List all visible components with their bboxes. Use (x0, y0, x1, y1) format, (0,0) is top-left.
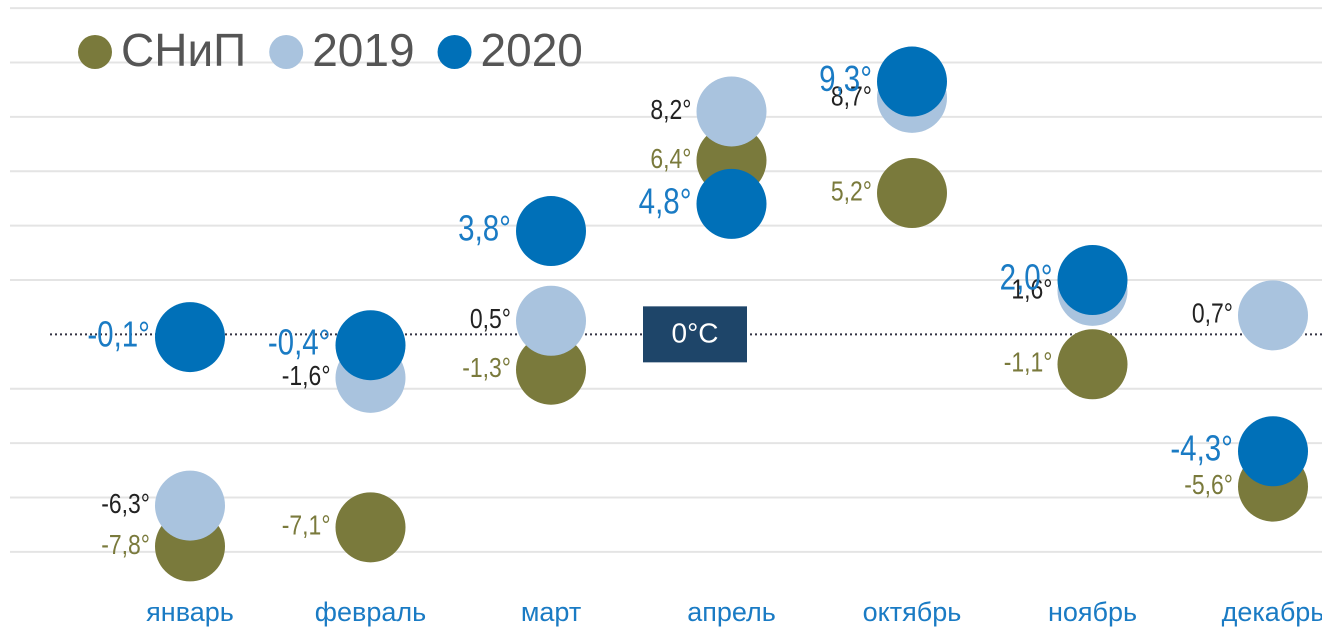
x-tick-label: ноябрь (1048, 597, 1137, 627)
x-tick-label: март (521, 597, 581, 627)
x-tick-label: февраль (315, 597, 426, 627)
value-label: -4,3° (1170, 428, 1233, 468)
dot (155, 302, 225, 373)
value-label: 1,6° (1011, 274, 1052, 305)
value-label: -7,8° (101, 530, 150, 561)
x-tick-label: январь (146, 597, 234, 627)
value-label: 8,7° (831, 81, 872, 112)
zero-label: 0°C (672, 318, 719, 349)
dot (1238, 416, 1308, 487)
dot (696, 168, 767, 239)
value-label: 2,0° (1000, 257, 1053, 297)
dot (516, 196, 586, 267)
value-label: -0,4° (268, 322, 331, 362)
dot (516, 285, 586, 356)
dot (877, 158, 947, 228)
dot (1238, 280, 1308, 351)
value-label: -7,1° (282, 511, 331, 542)
x-tick-label: апрель (687, 597, 776, 627)
value-label: 0,5° (470, 304, 511, 335)
x-tick-label: декабрь (1222, 597, 1322, 627)
value-label: -0,1° (87, 314, 150, 354)
value-label: 5,2° (831, 176, 872, 207)
value-label: 6,4° (650, 144, 691, 175)
value-label: 8,2° (650, 95, 691, 126)
value-label: 0,7° (1192, 299, 1233, 330)
value-label: 4,8° (639, 181, 692, 221)
legend-marker (78, 35, 112, 69)
value-label: -1,6° (282, 361, 331, 392)
value-label: 9,3° (819, 58, 872, 98)
legend-label: СНиП (121, 24, 246, 76)
dot (877, 46, 947, 117)
value-label: 3,8° (458, 208, 511, 248)
zero-label-box (643, 306, 747, 363)
dot (155, 470, 225, 541)
legend-marker (269, 35, 304, 69)
dot (696, 76, 767, 147)
legend-label: 2019 (312, 24, 414, 76)
value-label: -5,6° (1184, 470, 1233, 501)
x-tick-label: октябрь (863, 597, 962, 627)
dot (1057, 244, 1128, 315)
dot (1057, 329, 1128, 400)
dot (335, 310, 406, 381)
legend-label: 2020 (481, 24, 583, 76)
value-label: -6,3° (101, 489, 150, 520)
dot (516, 334, 586, 405)
legend-marker (437, 35, 472, 69)
dot (335, 492, 406, 563)
value-label: -1,1° (1004, 348, 1053, 379)
value-label: -1,3° (462, 353, 511, 384)
